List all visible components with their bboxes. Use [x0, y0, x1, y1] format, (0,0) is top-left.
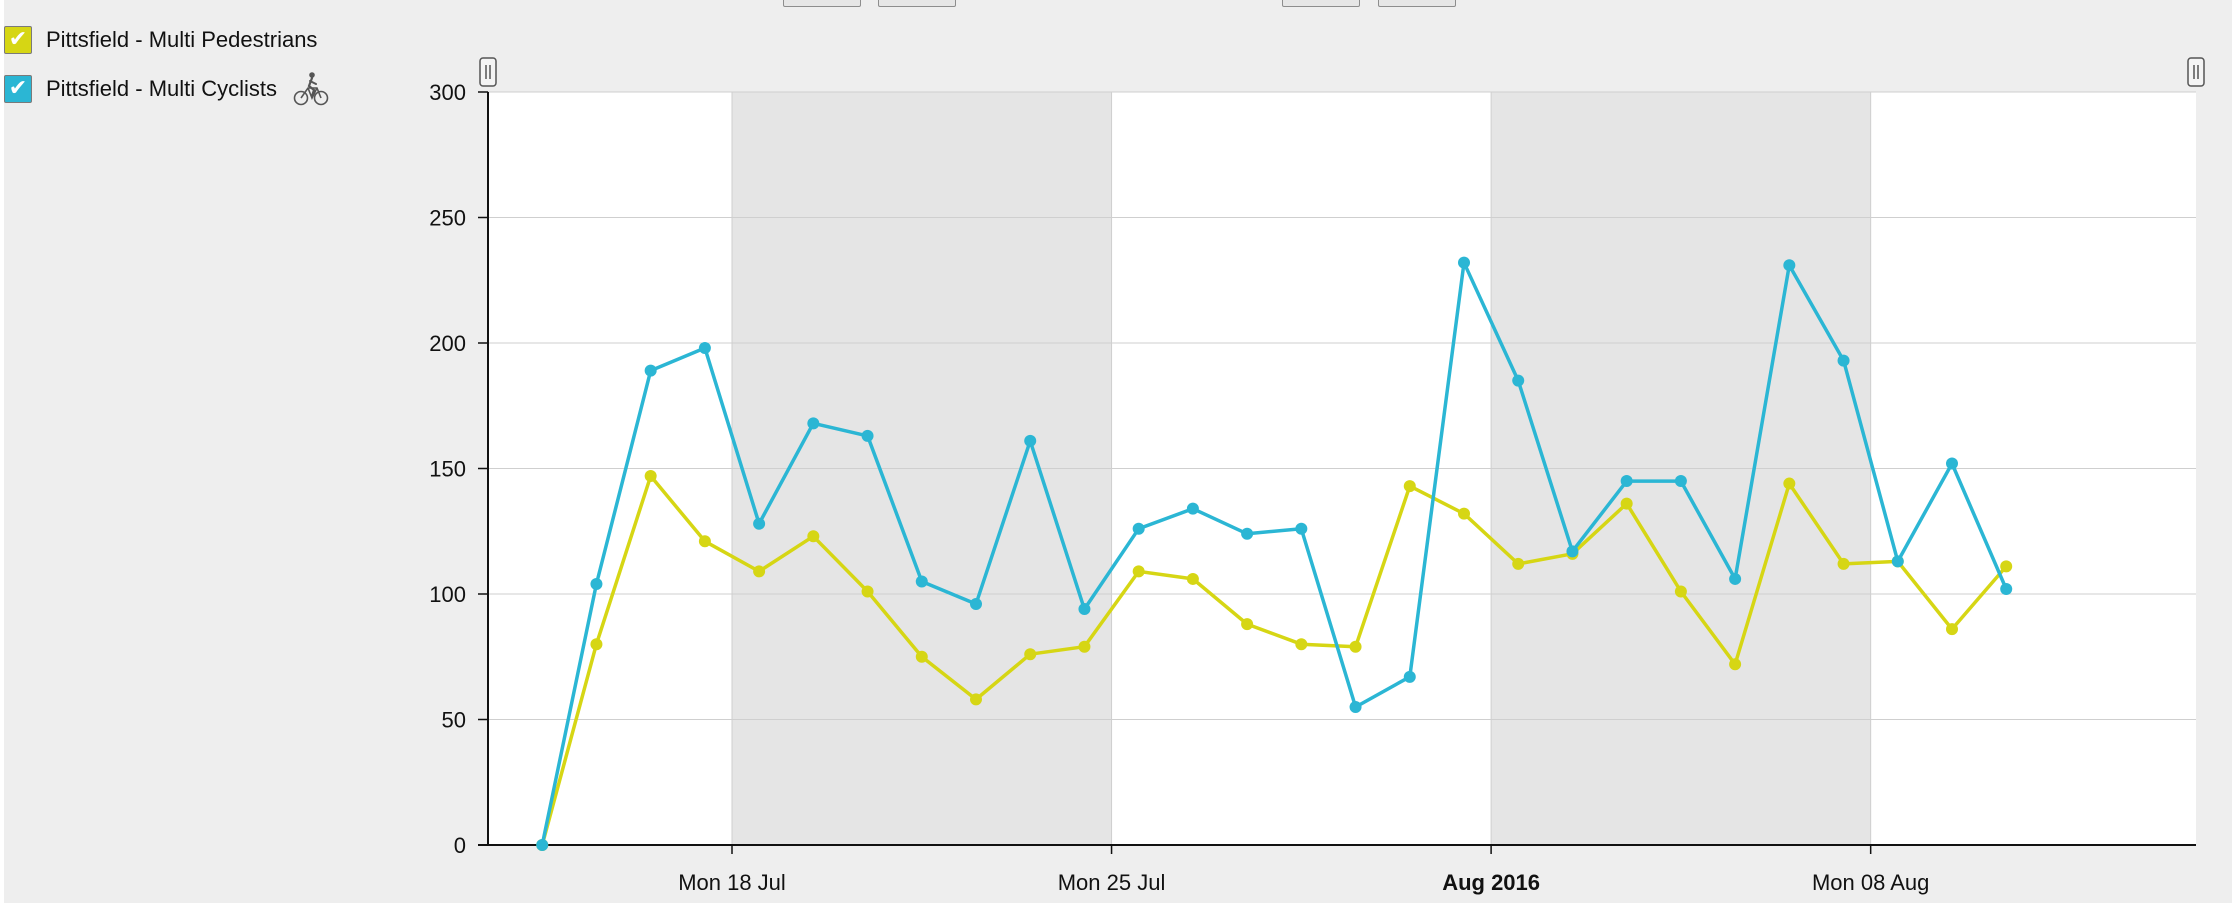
data-point [1349, 640, 1362, 653]
legend-item-cyclists[interactable]: ✔ Pittsfield - Multi Cyclists [4, 72, 329, 106]
data-point [1024, 434, 1037, 447]
data-point [1946, 623, 1958, 636]
data-point [590, 638, 603, 651]
data-point [1295, 638, 1308, 651]
data-point [1186, 572, 1199, 585]
data-point [1512, 374, 1525, 387]
data-point [915, 650, 928, 663]
data-point [1241, 527, 1254, 540]
data-point [698, 535, 711, 548]
data-point [1891, 555, 1904, 568]
data-point [1078, 640, 1091, 653]
toolbar-button[interactable] [878, 0, 956, 7]
data-point [1512, 557, 1525, 570]
y-tick-label: 200 [429, 331, 466, 356]
cyclist-icon [293, 72, 329, 106]
x-tick-label: Mon 18 Jul [678, 870, 786, 895]
data-point [1566, 545, 1579, 558]
data-point [1295, 522, 1308, 535]
data-point [1241, 618, 1254, 631]
data-point [970, 693, 982, 706]
legend-label: Pittsfield - Multi Pedestrians [46, 27, 318, 52]
range-handle [2187, 57, 2205, 87]
data-point [1674, 585, 1687, 598]
x-tick-label: Mon 08 Aug [1812, 870, 1929, 895]
data-point [1946, 457, 1958, 470]
data-point [1078, 603, 1091, 616]
data-point [1403, 480, 1416, 493]
data-point [1349, 700, 1362, 713]
data-point [1620, 497, 1633, 510]
data-point [915, 575, 928, 588]
y-tick-label: 300 [429, 80, 466, 105]
data-point [861, 585, 874, 598]
data-point [1837, 354, 1850, 367]
data-point [2000, 560, 2013, 573]
toolbar-button[interactable] [783, 0, 861, 7]
check-icon: ✔ [8, 76, 28, 101]
data-point [644, 364, 657, 377]
y-tick-label: 100 [429, 582, 466, 607]
data-point [807, 417, 820, 430]
data-point [1458, 507, 1470, 520]
data-point [644, 470, 657, 483]
data-point [753, 565, 766, 578]
y-tick-label: 250 [429, 206, 466, 231]
data-point [861, 429, 874, 442]
data-point [698, 342, 711, 355]
data-point [1783, 477, 1796, 490]
x-tick-label: Aug 2016 [1442, 870, 1540, 895]
data-point [1132, 522, 1145, 535]
x-tick-label: Mon 25 Jul [1058, 870, 1166, 895]
legend-item-pedestrians[interactable]: ✔ Pittsfield - Multi Pedestrians [4, 23, 317, 57]
data-point [1729, 658, 1742, 671]
data-point [1458, 256, 1470, 269]
y-tick-label: 50 [442, 708, 466, 733]
range-handle [479, 57, 497, 87]
data-point [753, 517, 766, 530]
series-line-pedestrians [540, 474, 2008, 846]
data-point [536, 839, 549, 851]
data-point [590, 577, 603, 590]
pedestrians-checkbox[interactable]: ✔ [4, 26, 32, 54]
legend-label: Pittsfield - Multi Cyclists [46, 76, 278, 101]
y-tick-label: 150 [429, 457, 466, 482]
data-point [807, 530, 820, 543]
y-tick-label: 0 [454, 833, 466, 858]
series-line-cyclists [540, 260, 2008, 846]
data-point [1620, 475, 1633, 488]
data-point [1403, 670, 1416, 683]
check-icon: ✔ [8, 27, 28, 52]
data-point [2000, 582, 2013, 595]
toolbar-button[interactable] [1378, 0, 1456, 7]
toolbar-button[interactable] [1282, 0, 1360, 7]
data-point [1837, 557, 1850, 570]
data-point [970, 598, 982, 611]
data-point [1674, 475, 1687, 488]
data-point [1024, 648, 1037, 661]
data-point [1132, 565, 1145, 578]
cyclists-checkbox[interactable]: ✔ [4, 75, 32, 103]
data-point [1783, 259, 1796, 272]
data-point [1186, 502, 1199, 515]
data-point [1729, 572, 1742, 585]
